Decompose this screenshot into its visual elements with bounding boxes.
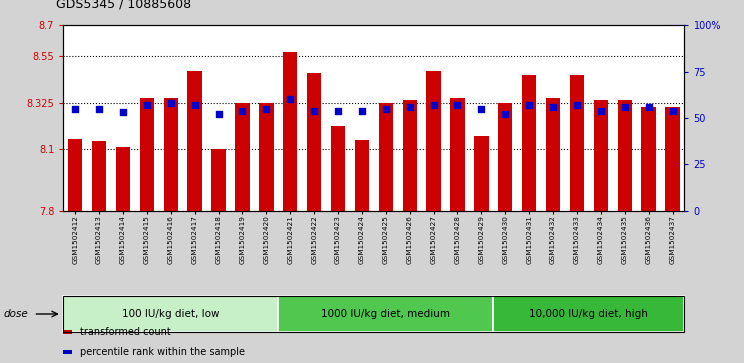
Bar bbox=[594, 101, 608, 211]
Bar bbox=[498, 102, 513, 211]
Bar bbox=[426, 71, 440, 211]
Text: 10,000 IU/kg diet, high: 10,000 IU/kg diet, high bbox=[530, 309, 648, 319]
Point bbox=[499, 111, 511, 117]
Bar bbox=[379, 102, 393, 211]
Point bbox=[189, 102, 201, 108]
Text: GDS5345 / 10885608: GDS5345 / 10885608 bbox=[56, 0, 191, 11]
Point bbox=[165, 100, 177, 106]
Bar bbox=[116, 147, 130, 211]
Point bbox=[595, 108, 607, 114]
Bar bbox=[522, 75, 536, 211]
Bar bbox=[665, 107, 680, 211]
Bar bbox=[307, 73, 321, 211]
Point bbox=[141, 102, 153, 108]
Bar bbox=[283, 52, 298, 211]
Bar bbox=[92, 140, 106, 211]
Point bbox=[332, 108, 344, 114]
Point bbox=[523, 102, 535, 108]
Bar bbox=[140, 98, 154, 211]
Bar bbox=[570, 75, 584, 211]
Point bbox=[404, 104, 416, 110]
Bar bbox=[211, 149, 225, 211]
Bar bbox=[187, 71, 202, 211]
Point bbox=[308, 108, 320, 114]
Bar bbox=[331, 126, 345, 211]
Text: 1000 IU/kg diet, medium: 1000 IU/kg diet, medium bbox=[321, 309, 450, 319]
Bar bbox=[68, 139, 83, 211]
Text: dose: dose bbox=[4, 309, 28, 319]
Bar bbox=[164, 98, 178, 211]
Bar bbox=[235, 102, 250, 211]
Point bbox=[452, 102, 464, 108]
Point bbox=[571, 102, 583, 108]
Point bbox=[619, 104, 631, 110]
Point bbox=[380, 106, 392, 111]
Point bbox=[117, 110, 129, 115]
Point bbox=[356, 108, 368, 114]
Bar bbox=[546, 98, 560, 211]
Point bbox=[547, 104, 559, 110]
Point bbox=[643, 104, 655, 110]
Bar bbox=[474, 136, 489, 211]
Bar bbox=[450, 98, 465, 211]
Bar bbox=[618, 101, 632, 211]
Bar bbox=[403, 101, 417, 211]
Bar bbox=[259, 102, 274, 211]
Bar bbox=[641, 107, 655, 211]
Text: transformed count: transformed count bbox=[80, 327, 170, 337]
Point bbox=[428, 102, 440, 108]
Point bbox=[213, 111, 225, 117]
Point bbox=[93, 106, 105, 111]
Point bbox=[260, 106, 272, 111]
Point bbox=[667, 108, 679, 114]
Point bbox=[237, 108, 248, 114]
Text: 100 IU/kg diet, low: 100 IU/kg diet, low bbox=[122, 309, 219, 319]
Point bbox=[475, 106, 487, 111]
Text: percentile rank within the sample: percentile rank within the sample bbox=[80, 347, 245, 357]
Point bbox=[284, 97, 296, 102]
Point bbox=[69, 106, 81, 111]
Bar bbox=[355, 139, 369, 211]
